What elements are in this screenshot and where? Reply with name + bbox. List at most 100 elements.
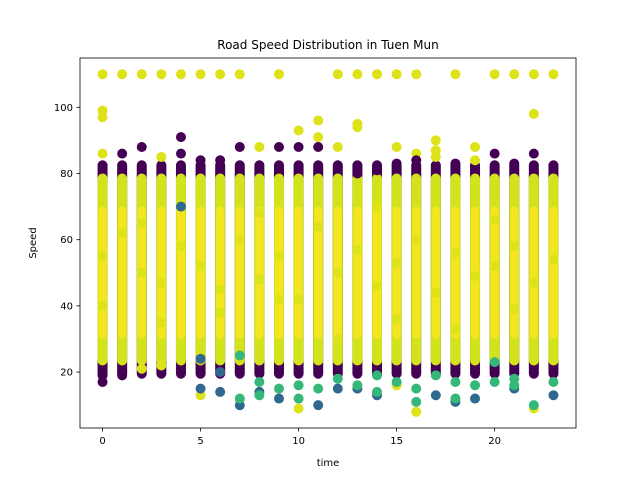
scatter-point — [548, 254, 559, 265]
scatter-point — [254, 390, 265, 401]
scatter-point — [97, 69, 108, 80]
scatter-point — [372, 165, 383, 176]
scatter-point — [273, 383, 284, 394]
speed-column-band — [255, 206, 264, 339]
scatter-point — [391, 142, 402, 153]
scatter-point — [175, 132, 186, 143]
scatter-point — [430, 370, 441, 381]
scatter-point — [273, 142, 284, 153]
scatter-point — [411, 234, 422, 245]
chart-title: Road Speed Distribution in Tuen Mun — [217, 38, 438, 52]
x-axis: 0 5 10 15 20 — [99, 428, 501, 447]
scatter-point — [234, 234, 245, 245]
scatter-point — [313, 221, 324, 232]
scatter-point — [136, 218, 147, 229]
scatter-point — [175, 201, 186, 212]
scatter-point — [470, 380, 481, 391]
speed-column-band — [118, 206, 127, 339]
scatter-point — [372, 386, 383, 397]
scatter-point — [313, 132, 324, 143]
speed-column-band — [392, 206, 401, 339]
y-axis: 20 40 60 80 100 — [54, 103, 80, 379]
y-tick-label: 100 — [54, 103, 73, 114]
scatter-point — [332, 333, 343, 344]
scatter-point — [313, 383, 324, 394]
scatter-point — [372, 69, 383, 80]
scatter-point — [97, 251, 108, 262]
scatter-point — [430, 390, 441, 401]
speed-column-band — [216, 206, 225, 339]
scatter-point — [391, 376, 402, 387]
scatter-point — [391, 158, 402, 169]
scatter-point — [195, 155, 206, 166]
scatter-point — [136, 363, 147, 374]
scatter-point — [156, 69, 167, 80]
speed-column-band — [373, 206, 382, 339]
scatter-point — [411, 383, 422, 394]
scatter-point — [352, 168, 363, 179]
scatter-point — [136, 267, 147, 278]
scatter-point — [528, 400, 539, 411]
data-points — [97, 69, 559, 417]
scatter-point — [175, 148, 186, 159]
y-tick-label: 20 — [60, 368, 73, 379]
scatter-point — [391, 69, 402, 80]
x-tick-label: 0 — [99, 436, 105, 447]
speed-column-band — [549, 206, 558, 339]
speed-column-band — [412, 206, 421, 339]
scatter-point — [470, 142, 481, 153]
scatter-point — [254, 142, 265, 153]
scatter-point — [293, 393, 304, 404]
scatter-point — [215, 386, 226, 397]
scatter-point — [293, 294, 304, 305]
y-tick-label: 60 — [60, 235, 73, 246]
scatter-point — [352, 380, 363, 391]
scatter-point — [470, 155, 481, 166]
scatter-point — [332, 69, 343, 80]
speed-column-band — [529, 206, 538, 339]
scatter-point — [313, 142, 324, 153]
scatter-point — [215, 155, 226, 166]
scatter-point — [450, 324, 461, 335]
scatter-point — [391, 314, 402, 325]
scatter-point — [548, 376, 559, 387]
scatter-point — [215, 284, 226, 295]
scatter-point — [430, 287, 441, 298]
scatter-point — [175, 69, 186, 80]
speed-column-band — [98, 206, 107, 339]
scatter-point — [293, 380, 304, 391]
x-tick-label: 20 — [488, 436, 501, 447]
scatter-point — [470, 271, 481, 282]
scatter-point — [411, 155, 422, 166]
speed-column-band — [294, 206, 303, 339]
scatter-point — [528, 108, 539, 119]
scatter-point — [293, 125, 304, 136]
scatter-point — [509, 373, 520, 384]
scatter-point — [332, 161, 343, 172]
scatter-point — [234, 142, 245, 153]
speed-column-band — [235, 206, 244, 339]
scatter-point — [136, 142, 147, 153]
scatter-point — [332, 142, 343, 153]
scatter-point — [273, 251, 284, 262]
scatter-point — [234, 393, 245, 404]
scatter-point — [489, 376, 500, 387]
speed-column-band — [451, 206, 460, 339]
speed-column-band — [314, 206, 323, 339]
scatter-point — [156, 151, 167, 162]
scatter-point — [391, 257, 402, 268]
scatter-point — [97, 148, 108, 159]
scatter-point — [430, 135, 441, 146]
scatter-point — [470, 393, 481, 404]
speed-column-band — [431, 206, 440, 339]
scatter-point — [97, 112, 108, 123]
scatter-point — [352, 122, 363, 133]
scatter-point — [293, 403, 304, 414]
scatter-point — [352, 244, 363, 255]
scatter-point — [509, 304, 520, 315]
scatter-point — [293, 142, 304, 153]
scatter-point — [411, 406, 422, 417]
scatter-point — [234, 350, 245, 361]
scatter-point — [254, 208, 265, 219]
